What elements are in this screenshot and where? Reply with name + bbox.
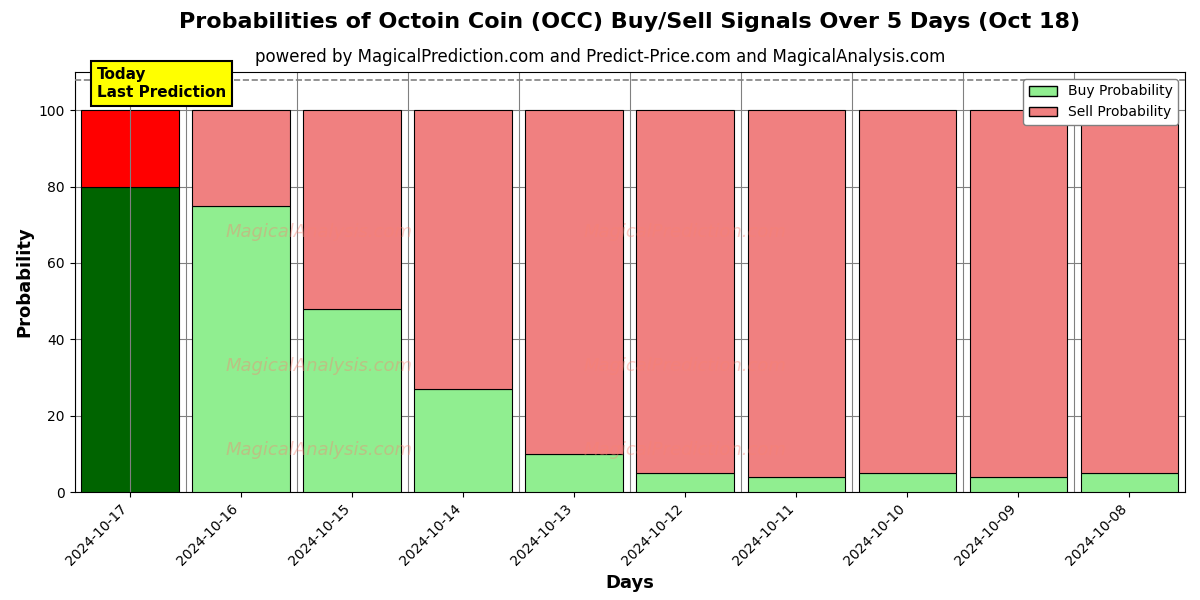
Bar xyxy=(636,473,734,492)
Text: MagicalAnalysis.com: MagicalAnalysis.com xyxy=(226,441,413,459)
Text: MagicalPrediction.com: MagicalPrediction.com xyxy=(584,357,787,375)
Text: Today
Last Prediction: Today Last Prediction xyxy=(97,67,226,100)
Bar xyxy=(748,477,845,492)
Bar xyxy=(1081,110,1178,473)
Text: MagicalPrediction.com: MagicalPrediction.com xyxy=(584,223,787,241)
Text: MagicalAnalysis.com: MagicalAnalysis.com xyxy=(226,223,413,241)
Bar xyxy=(526,454,623,492)
Bar xyxy=(858,473,956,492)
Bar xyxy=(970,110,1067,477)
Y-axis label: Probability: Probability xyxy=(16,227,34,337)
Legend: Buy Probability, Sell Probability: Buy Probability, Sell Probability xyxy=(1024,79,1178,125)
Bar xyxy=(636,110,734,473)
Title: Probabilities of Octoin Coin (OCC) Buy/Sell Signals Over 5 Days (Oct 18): Probabilities of Octoin Coin (OCC) Buy/S… xyxy=(179,11,1080,32)
Text: MagicalPrediction.com: MagicalPrediction.com xyxy=(584,441,787,459)
Bar xyxy=(414,389,512,492)
Text: MagicalAnalysis.com: MagicalAnalysis.com xyxy=(226,357,413,375)
Bar xyxy=(192,110,290,206)
Bar xyxy=(82,187,179,492)
X-axis label: Days: Days xyxy=(605,574,654,592)
Bar xyxy=(304,309,401,492)
Text: powered by MagicalPrediction.com and Predict-Price.com and MagicalAnalysis.com: powered by MagicalPrediction.com and Pre… xyxy=(254,48,946,66)
Bar xyxy=(970,477,1067,492)
Bar xyxy=(304,110,401,309)
Bar xyxy=(748,110,845,477)
Bar xyxy=(858,110,956,473)
Bar xyxy=(82,110,179,187)
Bar xyxy=(1081,473,1178,492)
Bar xyxy=(526,110,623,454)
Bar xyxy=(414,110,512,389)
Bar xyxy=(192,206,290,492)
